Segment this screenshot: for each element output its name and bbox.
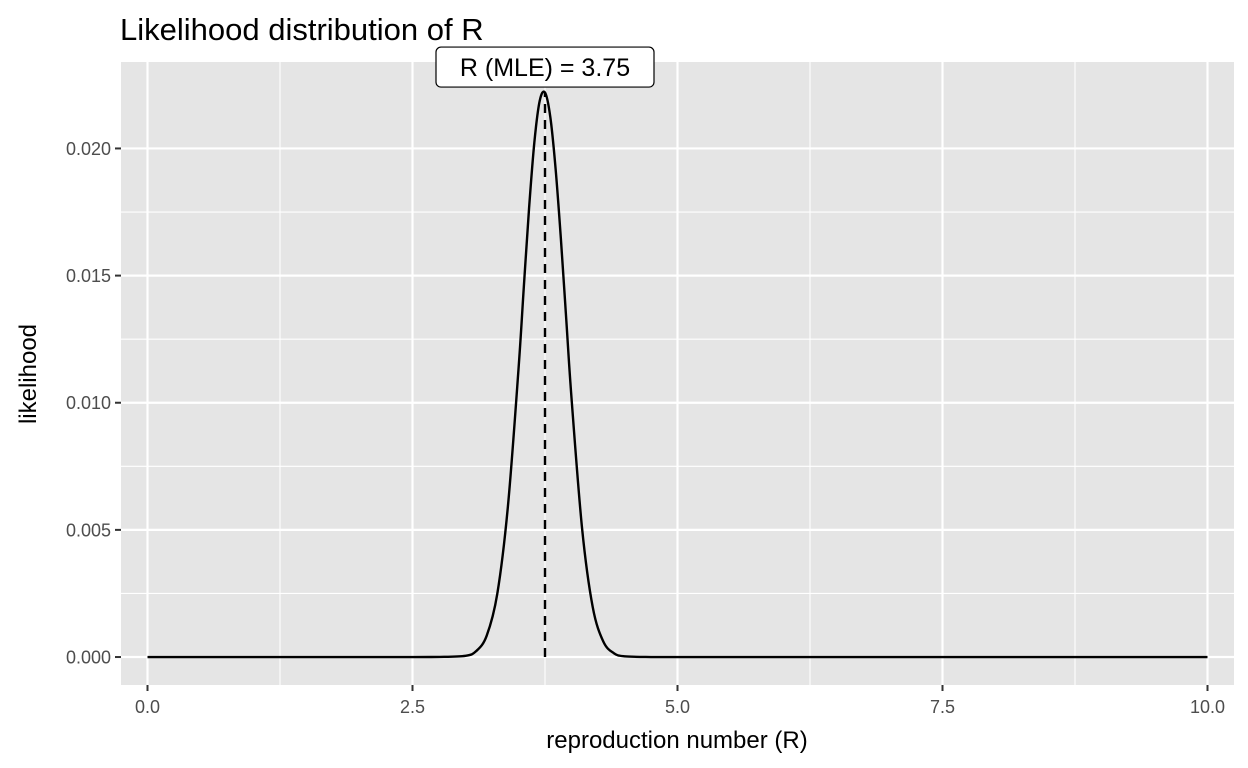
y-tick-label: 0.010 xyxy=(66,393,111,413)
y-axis-title: likelihood xyxy=(15,324,42,424)
mle-label-box xyxy=(435,46,655,88)
mle-label: R (MLE) = 3.75 xyxy=(435,46,655,88)
chart-title: Likelihood distribution of R xyxy=(120,12,484,47)
y-axis: 0.000 0.005 0.010 0.015 0.020 xyxy=(66,139,121,668)
y-tick-label: 0.000 xyxy=(66,648,111,668)
y-tick-label: 0.015 xyxy=(66,266,111,286)
mle-label-text: R (MLE) = 3.75 xyxy=(460,54,630,82)
x-tick-label: 2.5 xyxy=(400,697,425,717)
x-tick-label: 5.0 xyxy=(665,697,690,717)
y-tick-label: 0.020 xyxy=(66,139,111,159)
x-tick-label: 10.0 xyxy=(1190,697,1225,717)
x-tick-label: 7.5 xyxy=(930,697,955,717)
y-tick-label: 0.005 xyxy=(66,520,111,540)
likelihood-curve xyxy=(147,90,1208,659)
x-tick-label: 0.0 xyxy=(135,697,160,717)
x-axis-title: reproduction number (R) xyxy=(546,727,807,754)
x-axis: 0.0 2.5 5.0 7.5 10.0 xyxy=(135,685,1225,717)
